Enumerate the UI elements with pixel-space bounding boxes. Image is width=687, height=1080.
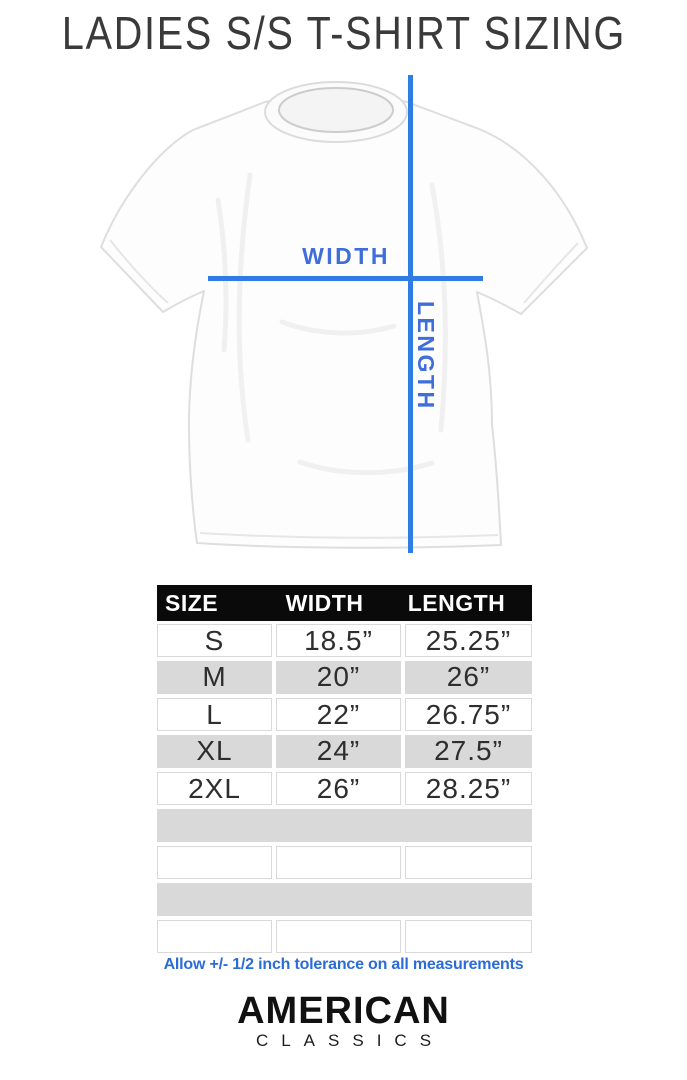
tolerance-note: Allow +/- 1/2 inch tolerance on all meas… (163, 956, 524, 973)
cell-length: 28.25” (405, 772, 532, 805)
table-row-l: L 22” 26.75” (157, 698, 532, 731)
empty-cell (157, 920, 272, 953)
table-row-2xl: 2XL 26” 28.25” (157, 772, 532, 805)
cell-size: 2XL (157, 772, 272, 805)
tshirt-wrinkles (215, 172, 448, 476)
cell-size: M (157, 661, 272, 694)
brand-logo: AMERICAN CLASSICS (0, 992, 687, 1052)
table-row-xl: XL 24” 27.5” (157, 735, 532, 768)
col-header-width: WIDTH (285, 589, 364, 616)
table-row-m: M 20” 26” (157, 661, 532, 694)
width-measure-label: WIDTH (302, 243, 390, 269)
size-table: SIZE WIDTH LENGTH S 18.5” 25.25” M 20” 2… (157, 585, 532, 957)
col-header-length: LENGTH (407, 589, 506, 616)
empty-cell (157, 846, 272, 879)
cell-width: 26” (276, 772, 401, 805)
cell-size: L (157, 698, 272, 731)
tshirt-illustration (100, 75, 588, 553)
empty-row-white (157, 846, 532, 879)
page-title: LADIES S/S T-SHIRT SIZING (0, 8, 687, 58)
cell-width: 24” (276, 735, 401, 768)
empty-row-white (157, 920, 532, 953)
cell-length: 27.5” (405, 735, 532, 768)
tshirt-seams (109, 239, 579, 539)
col-header-size: SIZE (165, 589, 219, 616)
length-measure-label: LENGTH (413, 301, 439, 411)
width-measure-line (208, 276, 483, 281)
length-measure-line (408, 75, 413, 553)
table-row-s: S 18.5” 25.25” (157, 624, 532, 657)
size-table-header-row: SIZE WIDTH LENGTH (157, 585, 532, 621)
cell-length: 26” (405, 661, 532, 694)
empty-cell (276, 920, 401, 953)
empty-row-gray (157, 883, 532, 916)
empty-cell (405, 846, 532, 879)
cell-size: XL (157, 735, 272, 768)
cell-length: 26.75” (405, 698, 532, 731)
cell-width: 22” (276, 698, 401, 731)
brand-name-american: AMERICAN (237, 990, 450, 1032)
empty-cell (405, 920, 532, 953)
brand-name-classics: CLASSICS (255, 1031, 445, 1050)
tshirt-body-shape (100, 93, 588, 549)
cell-width: 18.5” (276, 624, 401, 657)
cell-size: S (157, 624, 272, 657)
page-title-text: LADIES S/S T-SHIRT SIZING (61, 7, 626, 59)
empty-row-gray (157, 809, 532, 842)
tshirt-collar-opening (278, 87, 394, 133)
cell-width: 20” (276, 661, 401, 694)
empty-cell (276, 846, 401, 879)
cell-length: 25.25” (405, 624, 532, 657)
